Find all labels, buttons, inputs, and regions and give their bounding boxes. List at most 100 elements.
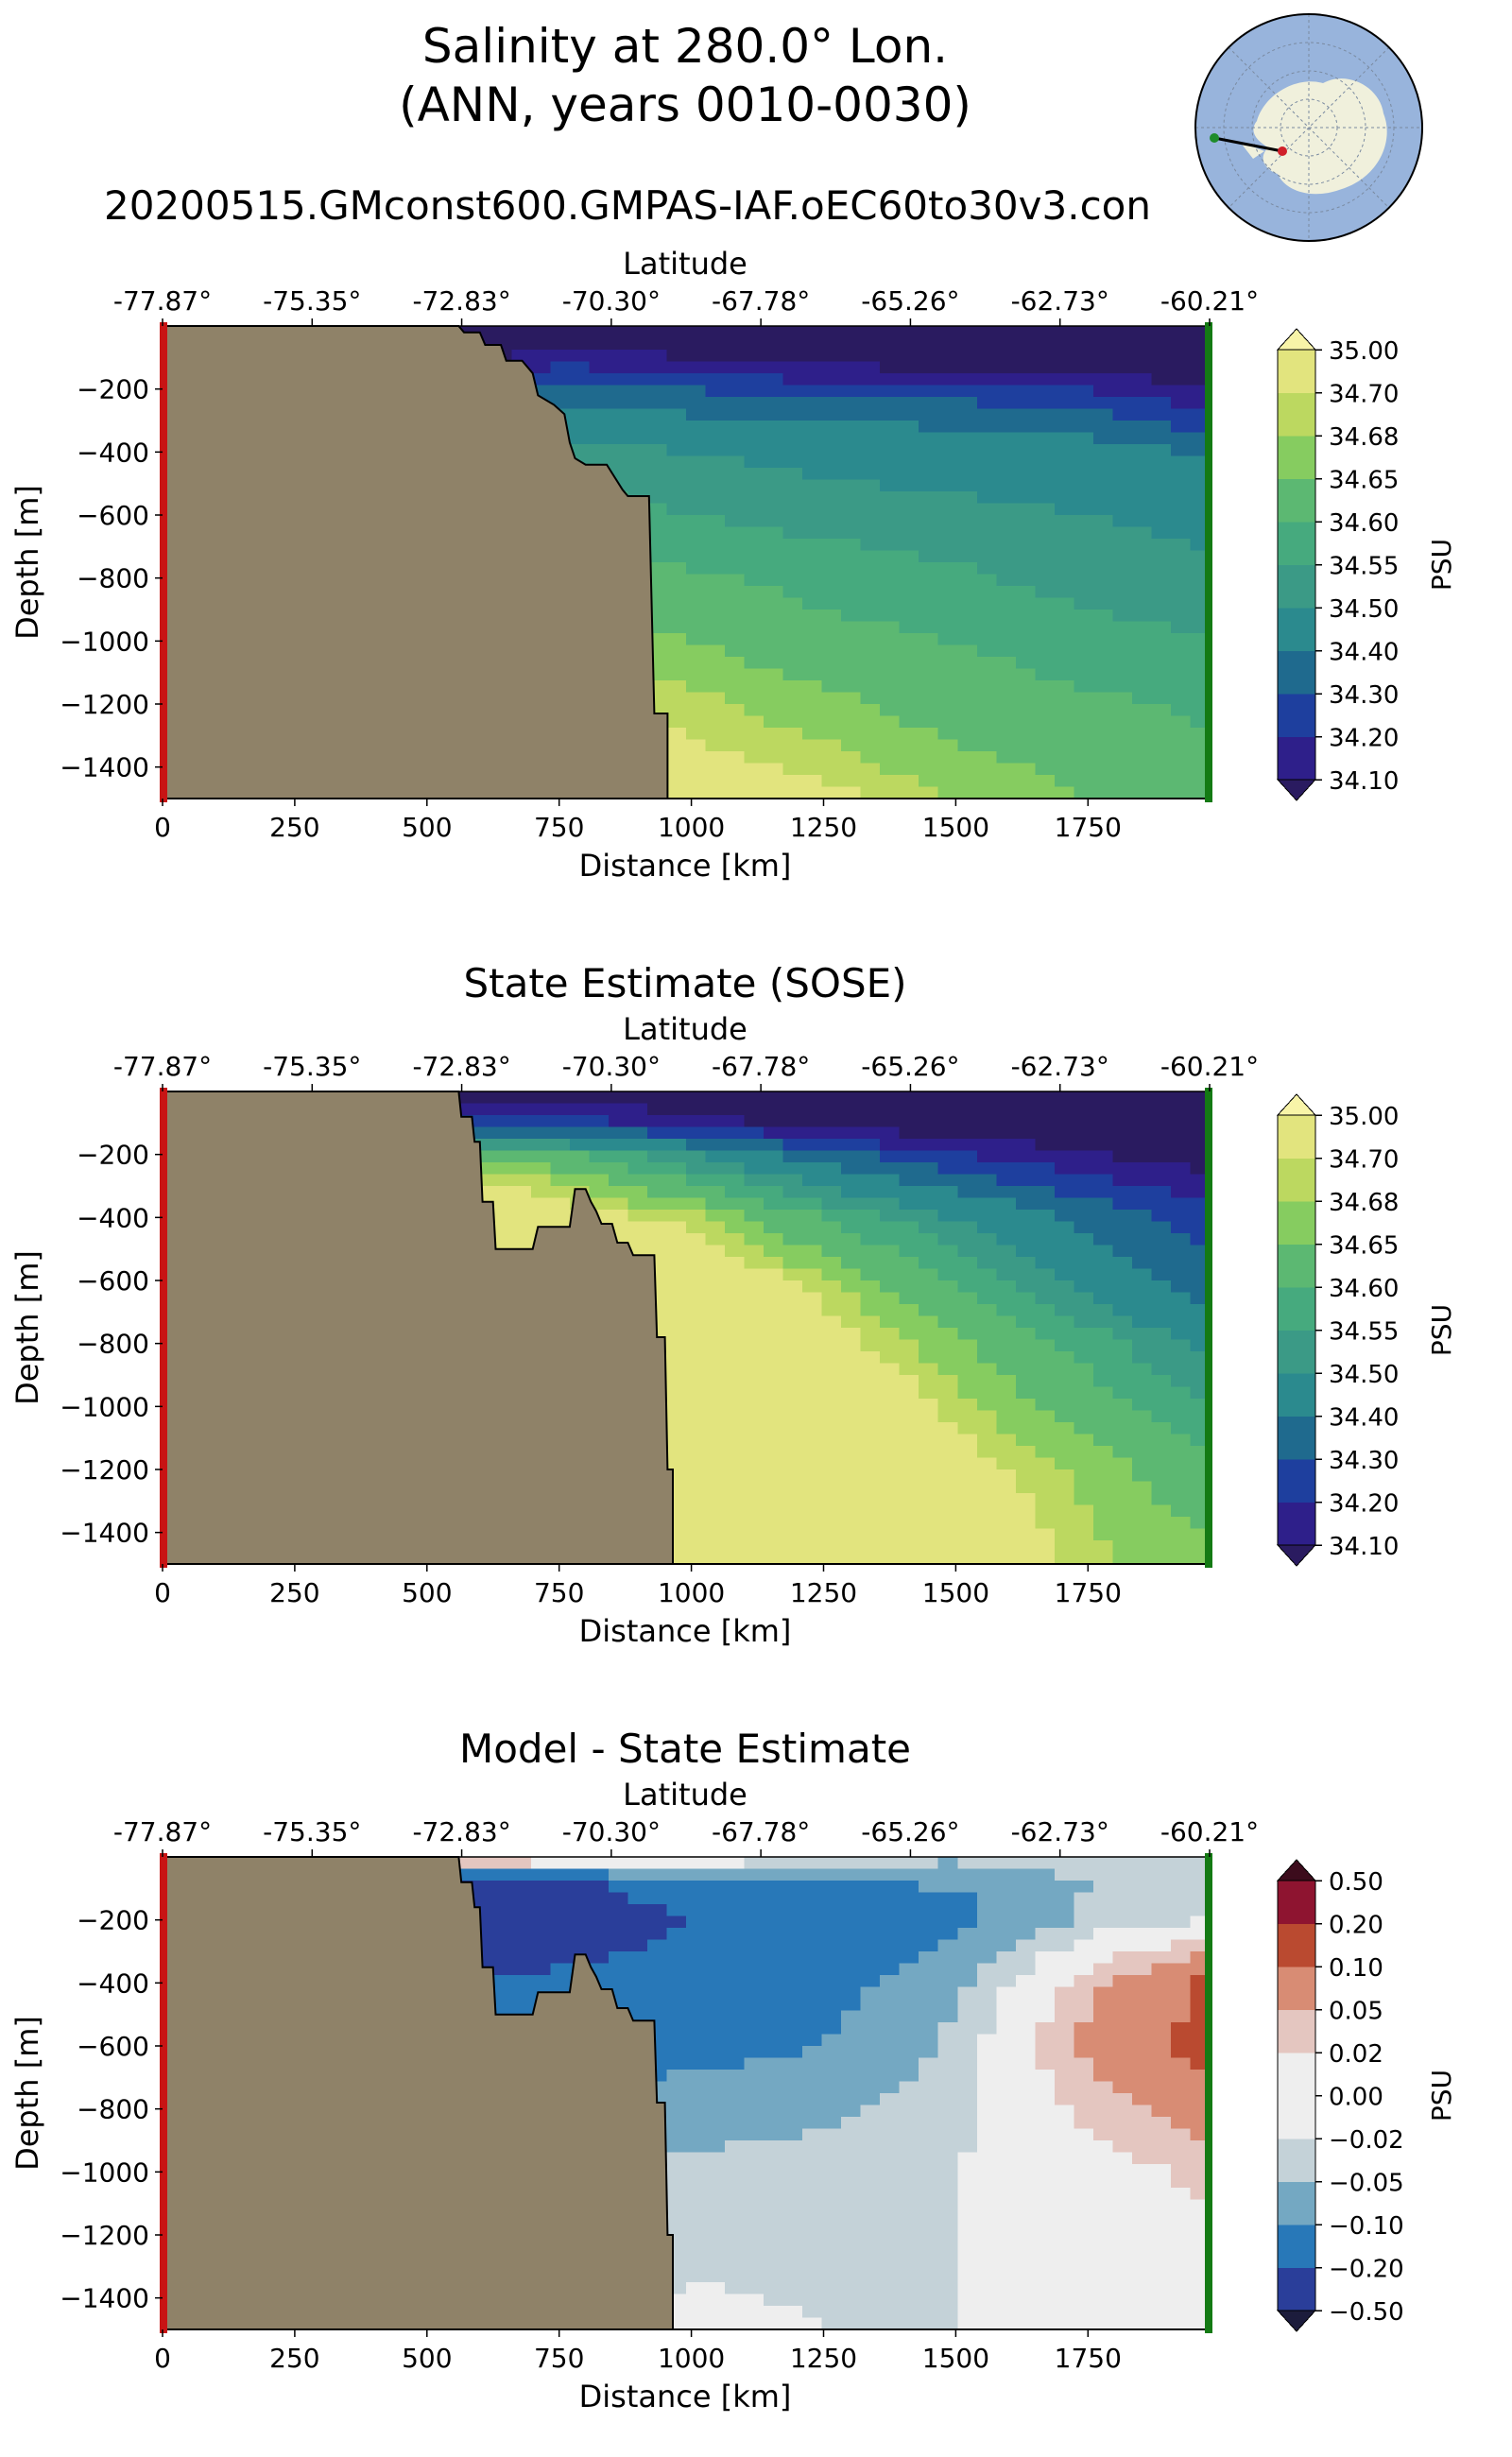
field-cell bbox=[841, 1315, 862, 1329]
field-cell bbox=[1054, 1517, 1074, 1530]
field-cell bbox=[764, 444, 784, 457]
field-cell bbox=[764, 610, 784, 623]
field-cell bbox=[976, 621, 997, 634]
field-cell bbox=[1035, 539, 1056, 552]
field-cell bbox=[1170, 373, 1192, 387]
y-axis-label: Depth [m] bbox=[9, 1250, 45, 1405]
colorbar-extend-min bbox=[1276, 1544, 1317, 1567]
field-cell bbox=[1035, 668, 1056, 681]
lat-tick-label: -72.83° bbox=[412, 285, 510, 317]
field-cell bbox=[1092, 1528, 1114, 1541]
field-cell bbox=[841, 397, 862, 410]
field-cell bbox=[919, 468, 939, 481]
field-cell bbox=[976, 562, 997, 576]
field-cell bbox=[957, 1446, 978, 1459]
field-cell bbox=[666, 444, 687, 457]
field-cell bbox=[1112, 704, 1133, 717]
field-cell bbox=[821, 539, 842, 552]
field-cell bbox=[1054, 539, 1074, 552]
field-cell bbox=[782, 373, 803, 387]
field-cell bbox=[1131, 1504, 1153, 1518]
field-cell bbox=[782, 644, 803, 658]
field-cell bbox=[937, 1540, 958, 1554]
field-cell bbox=[1151, 350, 1172, 363]
field-cell bbox=[782, 704, 803, 717]
field-cell bbox=[1092, 1210, 1114, 1223]
field-cell bbox=[996, 385, 1017, 398]
field-cell bbox=[1112, 491, 1133, 505]
field-cell bbox=[1092, 1469, 1114, 1483]
field-cell bbox=[725, 1280, 746, 1294]
field-cell bbox=[1112, 680, 1133, 694]
field-cell bbox=[511, 1150, 532, 1163]
field-cell bbox=[686, 1386, 707, 1400]
field-cell bbox=[705, 1904, 726, 1917]
field-cell bbox=[705, 526, 726, 540]
field-cell bbox=[705, 644, 726, 658]
field-cell bbox=[919, 337, 939, 351]
field-cell bbox=[841, 1881, 862, 1894]
field-cell bbox=[1131, 539, 1153, 552]
field-cell bbox=[1074, 1126, 1094, 1140]
field-cell bbox=[996, 657, 1017, 670]
field-cell bbox=[802, 704, 823, 717]
field-cell bbox=[821, 1351, 842, 1365]
field-cell bbox=[880, 1315, 901, 1329]
field-cell bbox=[899, 1528, 919, 1541]
field-cell bbox=[1074, 1386, 1094, 1400]
field-cell bbox=[530, 1126, 551, 1140]
field-cell bbox=[705, 1517, 726, 1530]
field-cell bbox=[1112, 350, 1133, 363]
field-cell bbox=[937, 1126, 958, 1140]
field-cell bbox=[725, 1457, 746, 1470]
field-cell bbox=[1151, 1126, 1172, 1140]
field-cell bbox=[1170, 350, 1192, 363]
field-cell bbox=[1054, 562, 1074, 576]
field-cell bbox=[841, 1892, 862, 1905]
field-cell bbox=[996, 621, 1017, 634]
field-cell bbox=[899, 326, 919, 339]
field-cell bbox=[1054, 586, 1074, 599]
field-cell bbox=[686, 1233, 707, 1246]
field-cell bbox=[841, 728, 862, 741]
field-cell bbox=[646, 385, 668, 398]
field-cell bbox=[937, 1139, 958, 1152]
field-cell bbox=[1131, 1139, 1153, 1152]
field-cell bbox=[491, 1221, 512, 1234]
field-cell bbox=[725, 1517, 746, 1530]
field-cell bbox=[996, 715, 1017, 729]
field-cell bbox=[976, 455, 997, 469]
field-cell bbox=[1151, 444, 1172, 457]
field-cell bbox=[705, 1951, 726, 1965]
field-cell bbox=[1092, 574, 1114, 587]
field-cell bbox=[976, 1339, 997, 1352]
field-cell bbox=[725, 421, 746, 434]
field-cell bbox=[608, 444, 629, 457]
field-cell bbox=[1170, 1280, 1192, 1294]
field-cell bbox=[996, 1951, 1017, 1965]
field-cell bbox=[666, 692, 687, 705]
field-cell bbox=[860, 491, 881, 505]
field-cell bbox=[1015, 728, 1036, 741]
field-cell bbox=[1015, 468, 1036, 481]
field-cell bbox=[1074, 385, 1094, 398]
field-cell bbox=[860, 1162, 881, 1176]
field-cell bbox=[996, 1939, 1017, 1952]
field-cell bbox=[1054, 455, 1074, 469]
field-cell bbox=[880, 1951, 901, 1965]
field-cell bbox=[860, 1375, 881, 1388]
field-cell bbox=[1015, 432, 1036, 445]
field-cell bbox=[880, 1399, 901, 1412]
field-cell bbox=[976, 775, 997, 788]
field-cell bbox=[937, 1386, 958, 1400]
field-cell bbox=[880, 1304, 901, 1317]
field-cell bbox=[550, 1197, 571, 1211]
field-cell bbox=[1054, 1292, 1074, 1305]
field-cell bbox=[764, 1928, 784, 1941]
field-cell bbox=[1131, 1328, 1153, 1341]
field-cell bbox=[1131, 526, 1153, 540]
field-cell bbox=[976, 644, 997, 658]
field-cell bbox=[957, 421, 978, 434]
field-cell bbox=[782, 1904, 803, 1917]
